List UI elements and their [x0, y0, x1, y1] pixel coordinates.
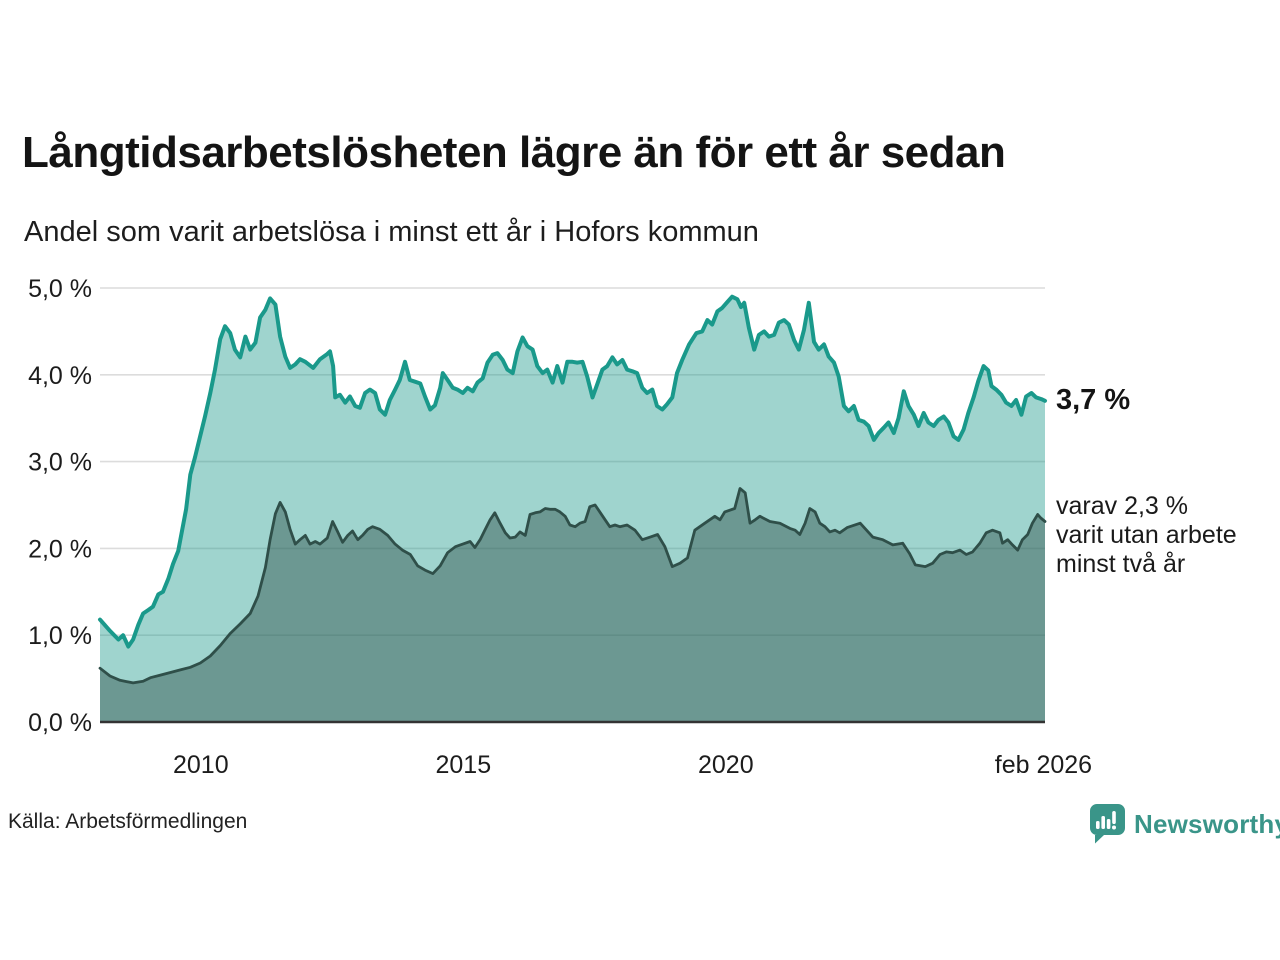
secondary-series-annotation: varav 2,3 % varit utan arbete minst två … [1056, 492, 1237, 578]
x-tick-label: 2020 [698, 751, 754, 779]
latest-value-label: 3,7 % [1056, 384, 1131, 416]
source-attribution: Källa: Arbetsförmedlingen [8, 810, 248, 833]
bar-chart-speech-bubble-icon [1088, 803, 1126, 845]
series-area-1 [100, 296, 1045, 722]
series-area-2 [100, 488, 1045, 722]
y-tick-label: 3,0 % [28, 449, 92, 477]
x-tick-label: 2015 [435, 751, 491, 779]
series-line-1 [98, 294, 1047, 649]
series-line-2 [98, 487, 1047, 685]
y-tick-label: 0,0 % [28, 709, 92, 737]
x-tick-label: feb 2026 [995, 751, 1092, 779]
y-tick-label: 2,0 % [28, 535, 92, 563]
brand-wordmark: Newsworthy [1134, 808, 1280, 839]
page-title: Långtidsarbetslösheten lägre än för ett … [22, 128, 1006, 177]
x-tick-label: 2010 [173, 751, 229, 779]
newsworthy-logo: Newsworthy [1088, 803, 1280, 845]
chart-subtitle: Andel som varit arbetslösa i minst ett å… [24, 216, 759, 248]
y-tick-label: 5,0 % [28, 275, 92, 303]
y-tick-label: 4,0 % [28, 362, 92, 390]
y-tick-label: 1,0 % [28, 622, 92, 650]
